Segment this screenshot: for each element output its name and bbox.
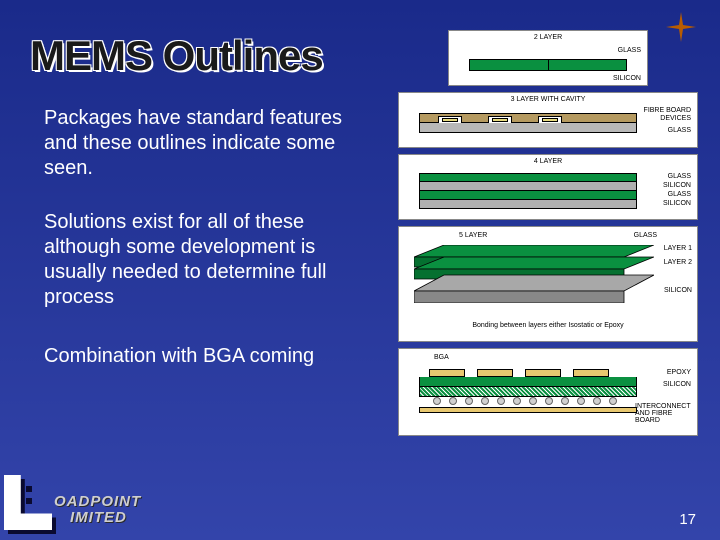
figures-column: 2 LAYER GLASS SILICON 3 LAYER WITH CAVIT… xyxy=(398,30,698,436)
fig2-label-1: FIBRE BOARD xyxy=(644,107,691,114)
fig3-label-3: GLASS xyxy=(668,191,691,198)
slide-title: MEMS Outlines xyxy=(30,32,323,80)
fig5-label-2: SILICON xyxy=(663,381,691,388)
fig3-label-2: SILICON xyxy=(663,182,691,189)
fig2-label-2: DEVICES xyxy=(660,115,691,122)
fig4-title-a: 5 LAYER xyxy=(459,232,487,239)
figure-3layer-cavity: 3 LAYER WITH CAVITY FIBRE BOARD DEVICES … xyxy=(398,92,698,148)
paragraph-2: Solutions exist for all of these althoug… xyxy=(44,210,374,310)
fig1-label-silicon: SILICON xyxy=(613,75,641,82)
logo-text-2: IMITED xyxy=(70,509,127,526)
fig2-title: 3 LAYER WITH CAVITY xyxy=(511,96,586,103)
fig4-label-2: LAYER 2 xyxy=(664,259,692,266)
fig5-label-4: INTERCONNECT AND FIBRE BOARD xyxy=(635,403,691,424)
fig5-title: BGA xyxy=(434,354,449,361)
fig4-label-1: LAYER 1 xyxy=(664,245,692,252)
figure-bga: BGA EPOXY SILICON INTERCONNECT AND FIBRE… xyxy=(398,348,698,436)
paragraph-3: Combination with BGA coming xyxy=(44,344,374,369)
fig4-caption: Bonding between layers either Isostatic … xyxy=(458,322,638,329)
fig2-label-3: GLASS xyxy=(668,127,691,134)
fig5-label-1: EPOXY xyxy=(667,369,691,376)
fig4-title-b: GLASS xyxy=(634,232,657,239)
fig3-label-1: GLASS xyxy=(668,173,691,180)
fig1-title: 2 LAYER xyxy=(534,34,562,41)
fig4-label-3: SILICON xyxy=(664,287,692,294)
figure-5layer: 5 LAYER GLASS LAYER 1 LAYER 2 SILICON Bo… xyxy=(398,226,698,342)
company-logo: OADPOINT IMITED xyxy=(4,470,204,530)
paragraph-1: Packages have standard features and thes… xyxy=(44,106,374,181)
logo-text-1: OADPOINT xyxy=(54,493,141,510)
figure-2layer: 2 LAYER GLASS SILICON xyxy=(448,30,648,86)
fig3-label-4: SILICON xyxy=(663,200,691,207)
page-number: 17 xyxy=(679,511,696,528)
figure-4layer: 4 LAYER GLASS SILICON GLASS SILICON xyxy=(398,154,698,220)
fig4-isometric xyxy=(414,245,654,303)
fig3-title: 4 LAYER xyxy=(534,158,562,165)
fig1-label-glass: GLASS xyxy=(618,47,641,54)
